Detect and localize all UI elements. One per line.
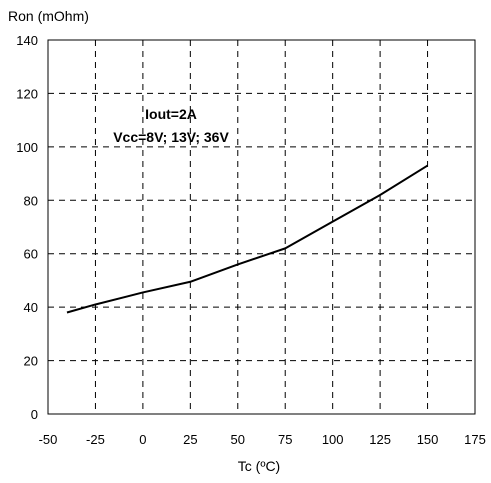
- grid: [48, 40, 475, 414]
- x-tick-label: 125: [369, 432, 391, 447]
- annotation-iout: Iout=2A: [145, 106, 197, 122]
- y-tick-label: 40: [24, 300, 38, 315]
- x-tick-label: 0: [139, 432, 146, 447]
- x-tick-label: 150: [417, 432, 439, 447]
- x-tick-label: 50: [231, 432, 245, 447]
- x-tick-label: 100: [322, 432, 344, 447]
- annotation-vcc: Vcc=8V; 13V; 36V: [113, 129, 229, 145]
- y-tick-label: 20: [24, 354, 38, 369]
- x-tick-label: 175: [464, 432, 486, 447]
- y-tick-label: 100: [16, 140, 38, 155]
- y-tick-label: 120: [16, 86, 38, 101]
- y-tick-label: 0: [31, 407, 38, 422]
- x-axis-label: Tc (ºC): [238, 458, 280, 474]
- x-tick-label: -50: [39, 432, 58, 447]
- y-tick-label: 60: [24, 247, 38, 262]
- ron-series-line: [66, 164, 429, 314]
- x-tick-label: -25: [86, 432, 105, 447]
- y-tick-label: 80: [24, 193, 38, 208]
- axis-ticks: -50 -25 0 25 50 75 100 125 150 175 0 20 40 60 80 100 120…: [16, 33, 486, 447]
- y-axis-label: Ron (mOhm): [8, 8, 89, 24]
- plot-area-frame: [47, 39, 476, 415]
- x-tick-label: 75: [278, 432, 292, 447]
- series-layer: [66, 164, 429, 314]
- x-tick-label: 25: [183, 432, 197, 447]
- y-tick-label: 140: [16, 33, 38, 48]
